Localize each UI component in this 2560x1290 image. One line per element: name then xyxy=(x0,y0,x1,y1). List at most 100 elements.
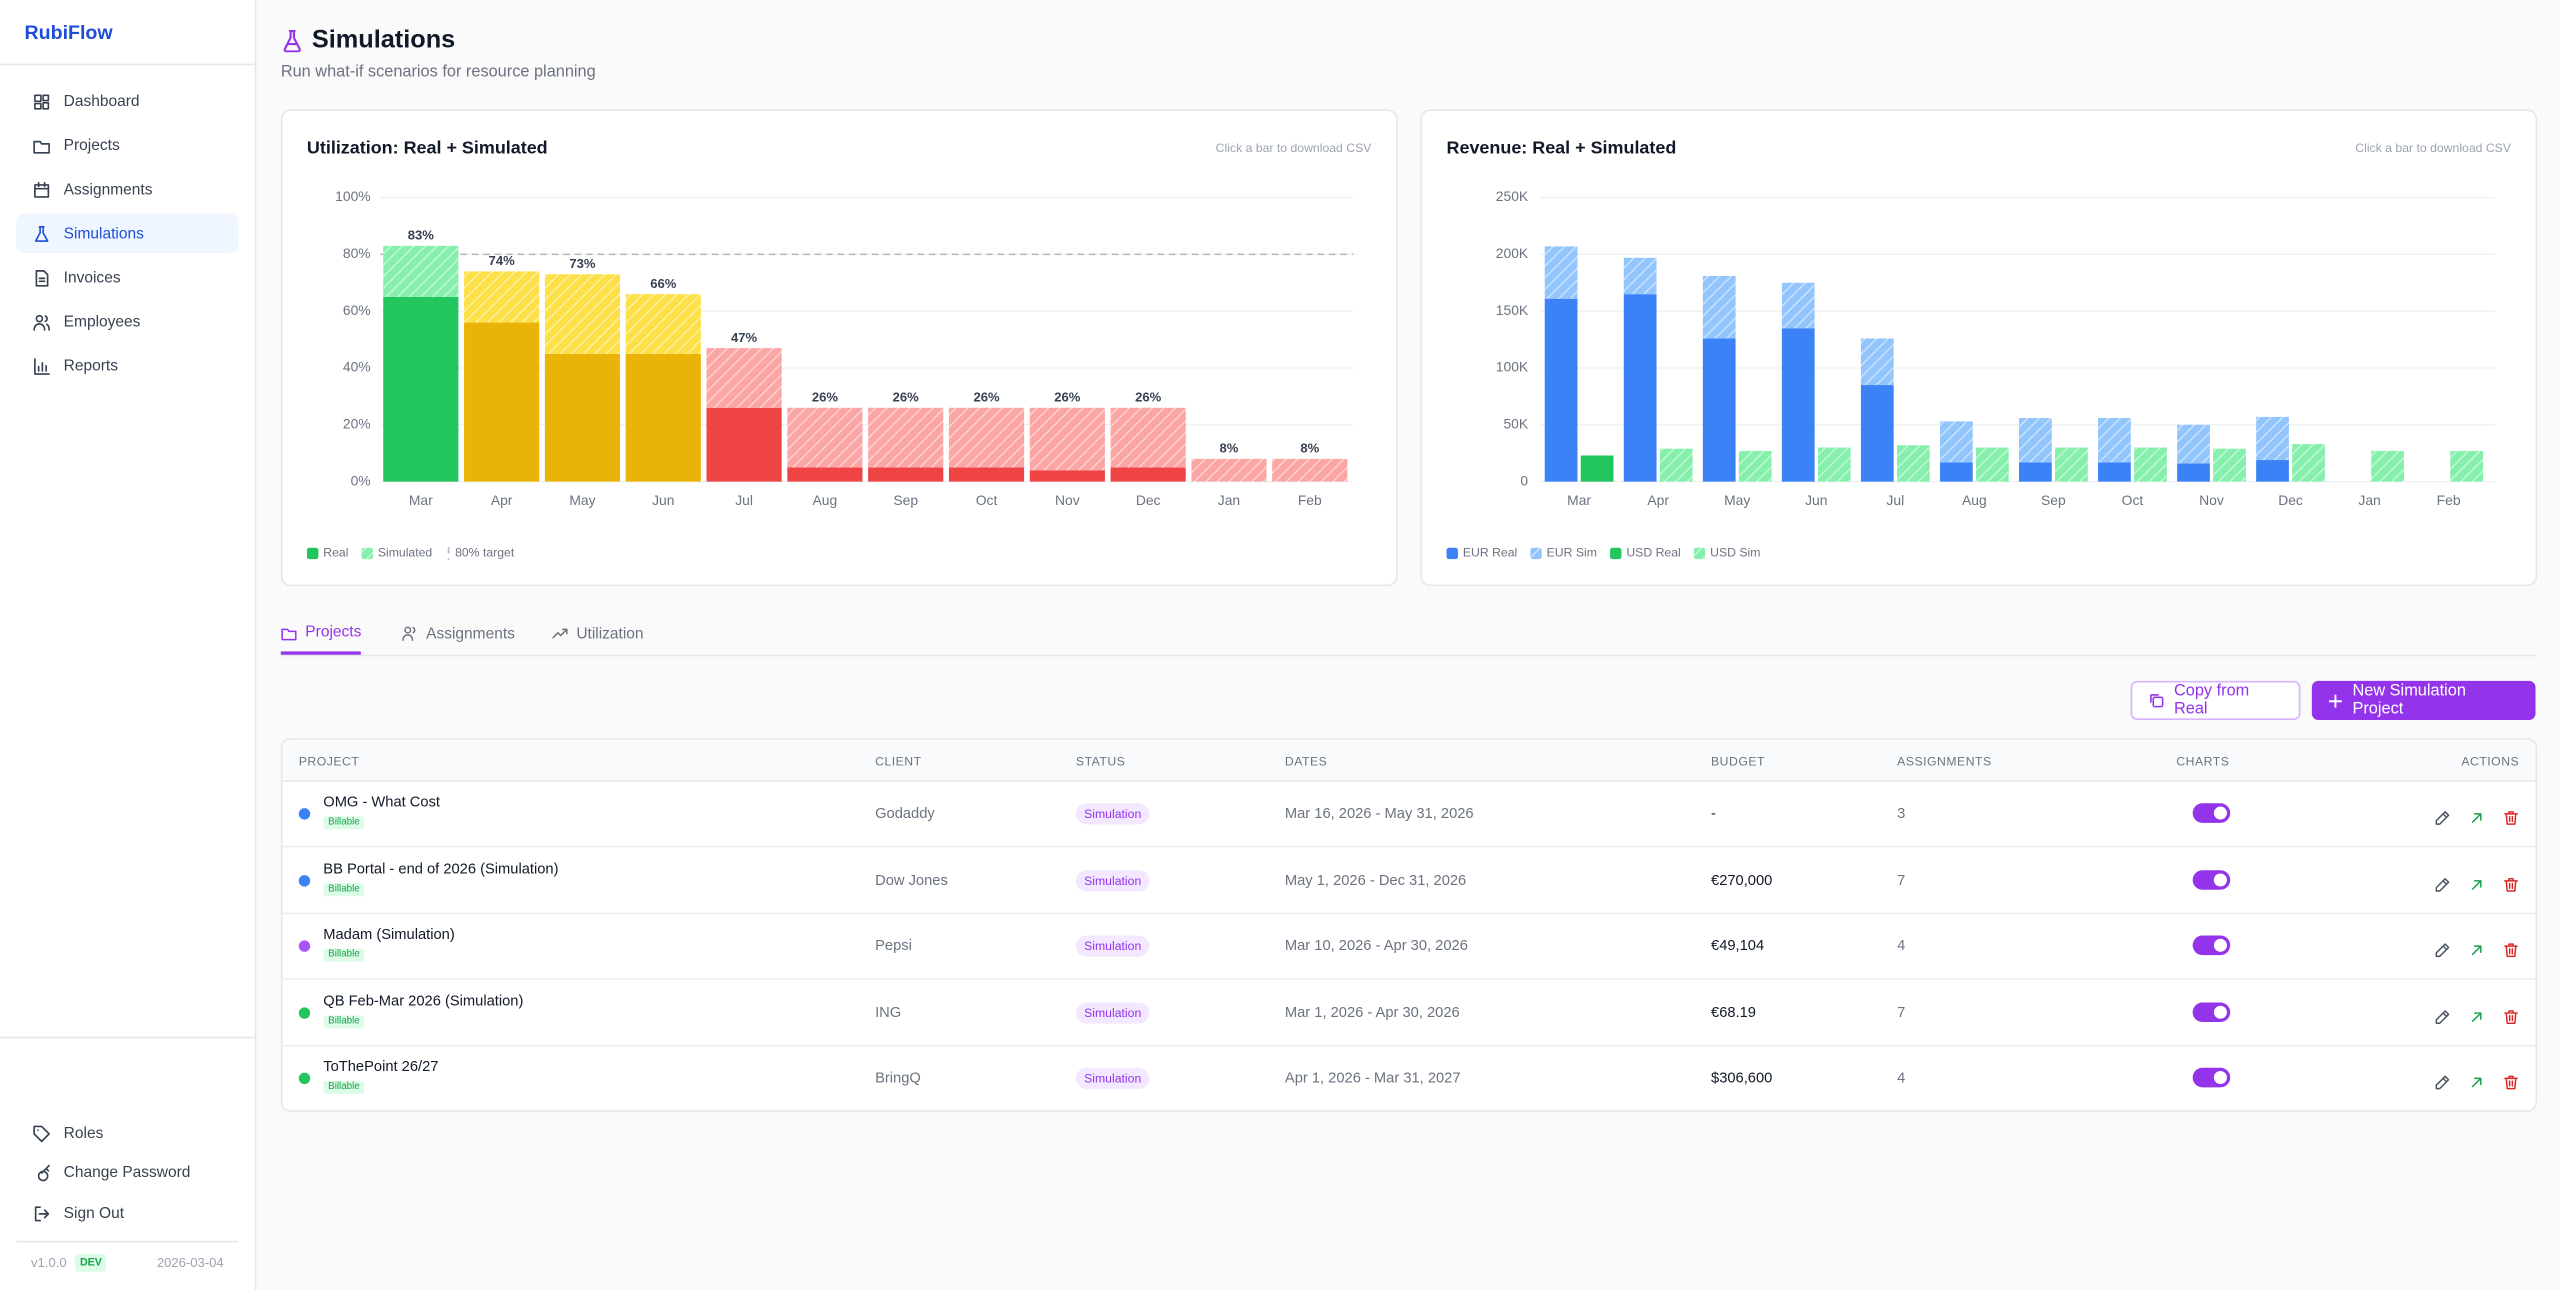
charts-toggle[interactable] xyxy=(2192,869,2231,889)
open-button[interactable] xyxy=(2469,805,2485,834)
bar-segment[interactable] xyxy=(1702,275,1736,339)
nav-item[interactable]: Projects xyxy=(16,126,238,165)
bar-segment[interactable] xyxy=(464,271,540,323)
nav-item[interactable]: Roles xyxy=(16,1113,238,1152)
bar-segment[interactable] xyxy=(625,353,701,482)
bar-segment[interactable] xyxy=(1896,445,1930,482)
bar-segment[interactable] xyxy=(625,294,701,354)
nav-item[interactable]: Invoices xyxy=(16,258,238,297)
bar-segment[interactable] xyxy=(1544,298,1578,482)
nav-item[interactable]: Assignments xyxy=(16,170,238,209)
bar-segment[interactable] xyxy=(544,274,621,354)
icon-shape xyxy=(2504,811,2518,825)
charts-toggle[interactable] xyxy=(2192,1067,2231,1088)
bar-segment[interactable] xyxy=(1939,421,1973,463)
bar-segment[interactable] xyxy=(2134,447,2167,482)
column-header: DATES xyxy=(1284,754,1328,769)
nav-item[interactable]: Reports xyxy=(16,346,238,385)
bar-segment[interactable] xyxy=(1029,470,1105,482)
bar-segment[interactable] xyxy=(2098,417,2131,463)
bar-segment[interactable] xyxy=(544,353,621,482)
delete-button[interactable] xyxy=(2503,871,2519,900)
bar-segment[interactable] xyxy=(2019,417,2052,463)
bar-segment[interactable] xyxy=(1738,450,1772,482)
bar-segment[interactable] xyxy=(2450,450,2484,482)
project-name[interactable]: Madam (Simulation) xyxy=(323,925,455,943)
bar-segment[interactable] xyxy=(383,245,459,297)
edit-button[interactable] xyxy=(2434,805,2450,834)
tab[interactable]: Utilization xyxy=(552,614,644,653)
delete-button[interactable] xyxy=(2503,1069,2519,1098)
project-name[interactable]: QB Feb-Mar 2026 (Simulation) xyxy=(323,991,524,1009)
bar-segment[interactable] xyxy=(1544,246,1578,299)
bar-segment[interactable] xyxy=(787,407,863,468)
bar-segment[interactable] xyxy=(383,296,459,482)
copy-button[interactable]: Copy from Real xyxy=(2130,680,2301,720)
bar-segment[interactable] xyxy=(1272,458,1348,482)
bar-segment[interactable] xyxy=(1659,448,1693,482)
bar-segment[interactable] xyxy=(1110,467,1186,482)
bar-segment[interactable] xyxy=(868,467,944,482)
bar-segment[interactable] xyxy=(1580,455,1614,482)
charts-toggle[interactable] xyxy=(2192,935,2231,956)
bar-segment[interactable] xyxy=(2019,462,2052,482)
bar-segment[interactable] xyxy=(2098,462,2131,482)
bar-segment[interactable] xyxy=(2292,444,2325,482)
bar-segment[interactable] xyxy=(1029,407,1105,471)
bar-segment[interactable] xyxy=(1623,257,1657,295)
bar-segment[interactable] xyxy=(2055,447,2088,482)
delete-button[interactable] xyxy=(2503,937,2519,966)
edit-button[interactable] xyxy=(2434,937,2450,966)
bar-segment[interactable] xyxy=(2371,450,2404,482)
bar-segment[interactable] xyxy=(1781,282,1815,329)
charts-toggle[interactable] xyxy=(2192,1001,2231,1022)
bar-segment[interactable] xyxy=(1860,385,1894,482)
nav-item[interactable]: Dashboard xyxy=(16,82,238,121)
delete-button[interactable] xyxy=(2503,805,2519,834)
bar-segment[interactable] xyxy=(2256,416,2289,461)
open-button[interactable] xyxy=(2469,937,2485,966)
bar-segment[interactable] xyxy=(1191,458,1267,482)
bar-segment[interactable] xyxy=(1110,407,1186,468)
tab[interactable]: Assignments xyxy=(402,614,515,653)
bar-segment[interactable] xyxy=(2213,448,2246,482)
open-button[interactable] xyxy=(2469,871,2485,900)
bar-segment[interactable] xyxy=(2177,463,2210,482)
new-button[interactable]: New Simulation Project xyxy=(2311,680,2536,720)
bar-segment[interactable] xyxy=(2256,460,2289,482)
project-name[interactable]: OMG - What Cost xyxy=(323,793,441,810)
bar-segment[interactable] xyxy=(464,322,540,482)
charts-toggle[interactable] xyxy=(2192,803,2231,823)
x-tick-label: Apr xyxy=(491,492,513,508)
nav-item[interactable]: Change Password xyxy=(16,1153,238,1192)
bar-segment[interactable] xyxy=(706,348,782,408)
brand[interactable]: RubiFlow xyxy=(24,21,113,45)
bar-segment[interactable] xyxy=(1781,328,1815,482)
bar-segment[interactable] xyxy=(948,467,1025,482)
bar-segment[interactable] xyxy=(868,407,944,468)
bar-segment[interactable] xyxy=(1702,338,1736,482)
bar-segment[interactable] xyxy=(706,407,782,482)
bar-segment[interactable] xyxy=(948,407,1025,468)
nav-item[interactable]: Sign Out xyxy=(16,1193,238,1232)
tab[interactable]: Projects xyxy=(280,614,362,655)
bar-segment[interactable] xyxy=(1939,462,1973,482)
edit-button[interactable] xyxy=(2434,1003,2450,1032)
open-button[interactable] xyxy=(2469,1003,2485,1032)
project-name[interactable]: BB Portal - end of 2026 (Simulation) xyxy=(323,859,559,876)
edit-button[interactable] xyxy=(2434,1069,2450,1098)
bar-segment[interactable] xyxy=(787,467,863,482)
bar-segment[interactable] xyxy=(1975,447,2009,482)
project-name[interactable]: ToThePoint 26/27 xyxy=(323,1057,439,1075)
nav-item[interactable]: Simulations xyxy=(16,213,239,254)
nav-item[interactable]: Employees xyxy=(16,302,238,341)
edit-button[interactable] xyxy=(2434,871,2450,900)
bar-segment[interactable] xyxy=(1860,338,1894,386)
icon-shape xyxy=(2471,1011,2482,1022)
delete-button[interactable] xyxy=(2503,1003,2519,1032)
bar-segment[interactable] xyxy=(1817,447,1851,482)
bar-segment[interactable] xyxy=(2177,424,2210,464)
x-tick-label: Jun xyxy=(652,492,674,508)
open-button[interactable] xyxy=(2469,1069,2485,1098)
bar-segment[interactable] xyxy=(1623,294,1657,482)
